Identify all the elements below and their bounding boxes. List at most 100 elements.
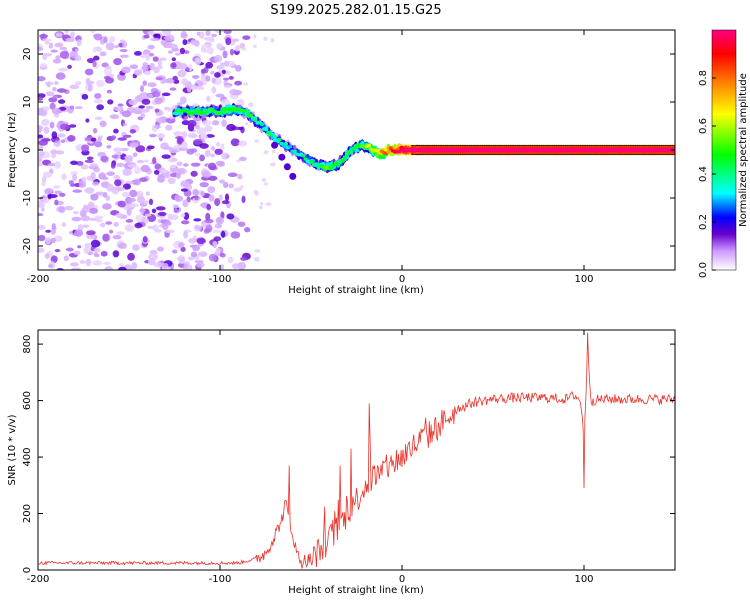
- noise-blob: [160, 79, 166, 84]
- noise-blob: [85, 77, 91, 86]
- noise-blob: [165, 77, 175, 84]
- noise-blob: [49, 102, 56, 110]
- noise-blob: [122, 123, 128, 127]
- noise-blob: [93, 33, 103, 41]
- noise-blob: [42, 52, 48, 61]
- noise-blob: [241, 195, 246, 204]
- noise-blob: [100, 155, 109, 163]
- noise-blob: [47, 194, 58, 199]
- noise-blob: [86, 230, 96, 236]
- noise-blob: [161, 154, 171, 159]
- noise-blob: [195, 261, 205, 268]
- noise-blob: [38, 96, 44, 101]
- noise-blob: [237, 221, 246, 227]
- noise-blob: [92, 46, 98, 53]
- noise-blob: [81, 93, 89, 100]
- noise-blob: [117, 103, 124, 107]
- noise-blob: [58, 192, 66, 197]
- noise-blob: [147, 44, 155, 50]
- noise-blob: [85, 118, 90, 123]
- noise-blob: [140, 108, 150, 113]
- ridge-segment: [288, 144, 293, 149]
- noise-blob: [208, 162, 217, 171]
- noise-blob: [100, 250, 108, 257]
- noise-blob: [136, 160, 145, 164]
- noise-blob: [70, 183, 76, 187]
- ridge-segment: [292, 149, 297, 153]
- noise-blob: [223, 80, 229, 84]
- noise-blob: [69, 105, 75, 110]
- noise-blob: [155, 77, 164, 81]
- noise-blob: [84, 187, 95, 194]
- snr-x-tick-label: 100: [574, 574, 593, 585]
- noise-blob: [82, 224, 90, 228]
- noise-blob: [71, 216, 82, 222]
- noise-blob: [183, 263, 189, 269]
- noise-blob: [81, 206, 90, 213]
- noise-blob: [194, 225, 200, 230]
- noise-blob: [129, 142, 139, 148]
- noise-blob: [178, 256, 186, 265]
- noise-blob: [180, 220, 190, 225]
- noise-blob: [261, 177, 267, 182]
- noise-blob: [88, 207, 99, 214]
- noise-blob: [160, 142, 169, 150]
- noise-blob: [172, 249, 178, 254]
- colorbar-gradient: [712, 30, 736, 270]
- noise-blob: [226, 123, 236, 132]
- noise-blob: [113, 57, 122, 66]
- noise-blob: [55, 150, 65, 155]
- noise-blob: [134, 222, 143, 229]
- noise-blob: [38, 201, 42, 208]
- noise-blob: [137, 116, 144, 121]
- noise-blob: [244, 122, 249, 126]
- noise-blob: [86, 156, 94, 161]
- noise-blob: [84, 159, 94, 164]
- noise-blob: [44, 188, 52, 195]
- noise-blob: [222, 50, 228, 59]
- noise-blob: [115, 186, 126, 192]
- noise-blob: [132, 152, 138, 157]
- noise-blob: [127, 164, 137, 168]
- noise-blob: [191, 74, 200, 79]
- noise-blob: [136, 195, 146, 204]
- noise-blob: [94, 116, 103, 121]
- colorbar-tick-label: 0.0: [698, 262, 709, 278]
- noise-blob: [110, 135, 117, 140]
- noise-blob: [199, 181, 209, 188]
- noise-blob: [38, 46, 44, 52]
- noise-blob: [211, 77, 216, 84]
- noise-blob: [144, 218, 149, 224]
- noise-blob: [63, 255, 69, 262]
- noise-blob: [53, 161, 61, 169]
- noise-blob: [222, 181, 229, 189]
- noise-blob: [67, 135, 76, 142]
- ridge-segment: [342, 155, 348, 159]
- noise-blob: [194, 152, 201, 156]
- noise-blob: [215, 216, 224, 225]
- noise-blob: [38, 134, 44, 139]
- noise-blob: [239, 42, 246, 49]
- noise-blob: [69, 84, 80, 90]
- noise-blob: [151, 208, 157, 214]
- figure-title: S199.2025.282.01.15.G25: [270, 3, 441, 18]
- noise-blob: [140, 164, 150, 173]
- noise-blob: [94, 253, 100, 258]
- snr-x-tick-label: -200: [27, 574, 50, 585]
- noise-blob: [52, 86, 57, 92]
- noise-blob: [87, 201, 95, 210]
- noise-blob: [139, 177, 148, 183]
- noise-blob: [161, 92, 171, 97]
- noise-blob: [57, 133, 66, 138]
- noise-blob: [194, 86, 205, 91]
- snr-y-tick-label: 800: [22, 335, 33, 354]
- noise-blob: [122, 168, 132, 176]
- noise-blob: [202, 120, 212, 126]
- noise-blob: [214, 72, 221, 78]
- noise-blob: [133, 69, 143, 76]
- noise-blob: [132, 244, 140, 251]
- noise-blob: [65, 37, 75, 43]
- noise-blob: [201, 44, 209, 49]
- noise-blob: [188, 237, 197, 244]
- noise-blob: [116, 162, 125, 168]
